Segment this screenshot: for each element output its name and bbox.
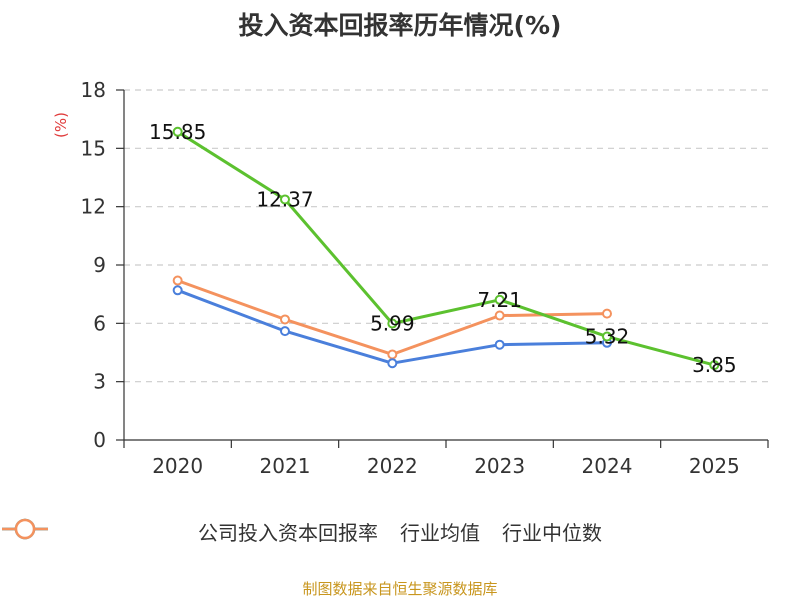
legend-label: 行业均值	[400, 521, 480, 545]
legend-line-icon	[2, 518, 48, 540]
legend-item-industry-mean[interactable]: 行业均值	[2, 517, 480, 546]
data-point	[172, 126, 183, 137]
data-point	[602, 308, 612, 319]
y-tick-label: 0	[93, 428, 106, 452]
x-tick-label: 2021	[260, 454, 311, 478]
x-tick-label: 2022	[367, 454, 418, 478]
data-point	[494, 310, 505, 321]
data-point	[280, 326, 290, 337]
y-tick-label: 9	[93, 253, 106, 277]
data-point	[602, 331, 612, 342]
data-label: 5.99	[370, 312, 415, 336]
series-line	[176, 130, 715, 367]
legend-label: 行业中位数	[502, 521, 602, 545]
data-point	[387, 358, 398, 369]
data-point	[494, 294, 505, 305]
data-label: 12.37	[256, 187, 313, 211]
data-point	[280, 194, 290, 205]
y-tick-label: 18	[81, 78, 106, 102]
legend-item-industry-median[interactable]: 行业中位数	[2, 517, 602, 546]
data-point	[387, 349, 398, 360]
data-point	[709, 360, 720, 371]
y-tick-label: 15	[81, 136, 106, 160]
data-point	[494, 339, 505, 350]
data-label: 3.85	[692, 353, 737, 377]
x-tick-label: 2025	[689, 454, 740, 478]
x-tick-label: 2020	[152, 454, 203, 478]
data-label: 5.32	[585, 325, 630, 349]
chart-title: 投入资本回报率历年情况(%)	[238, 11, 562, 40]
source-note: 制图数据来自恒生聚源数据库	[302, 580, 498, 598]
x-tick-label: 2023	[474, 454, 525, 478]
y-tick-label: 12	[81, 195, 106, 219]
legend: 公司投入资本回报率 行业均值 行业中位数	[0, 517, 800, 546]
x-tick-label: 2024	[582, 454, 633, 478]
legend-label: 公司投入资本回报率	[198, 521, 378, 545]
y-tick-label: 6	[93, 311, 106, 335]
data-point	[172, 285, 183, 296]
data-label: 15.85	[149, 120, 206, 144]
y-axis-label: (%)	[52, 112, 70, 138]
data-point	[172, 275, 183, 286]
legend-item-company[interactable]: 公司投入资本回报率	[2, 517, 378, 546]
data-point	[280, 314, 290, 325]
data-label: 7.21	[477, 288, 522, 312]
data-point	[387, 318, 398, 329]
y-tick-label: 3	[93, 370, 106, 394]
